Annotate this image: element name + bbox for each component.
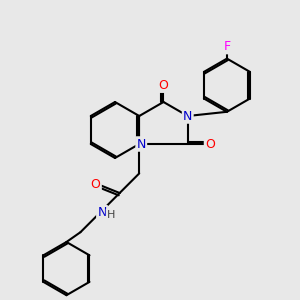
Text: O: O [205,137,215,151]
Text: N: N [183,110,192,122]
Text: O: O [91,178,100,191]
Text: F: F [224,40,230,53]
Text: N: N [98,206,107,219]
Text: O: O [159,79,168,92]
Text: N: N [136,137,146,151]
Text: H: H [107,210,115,220]
